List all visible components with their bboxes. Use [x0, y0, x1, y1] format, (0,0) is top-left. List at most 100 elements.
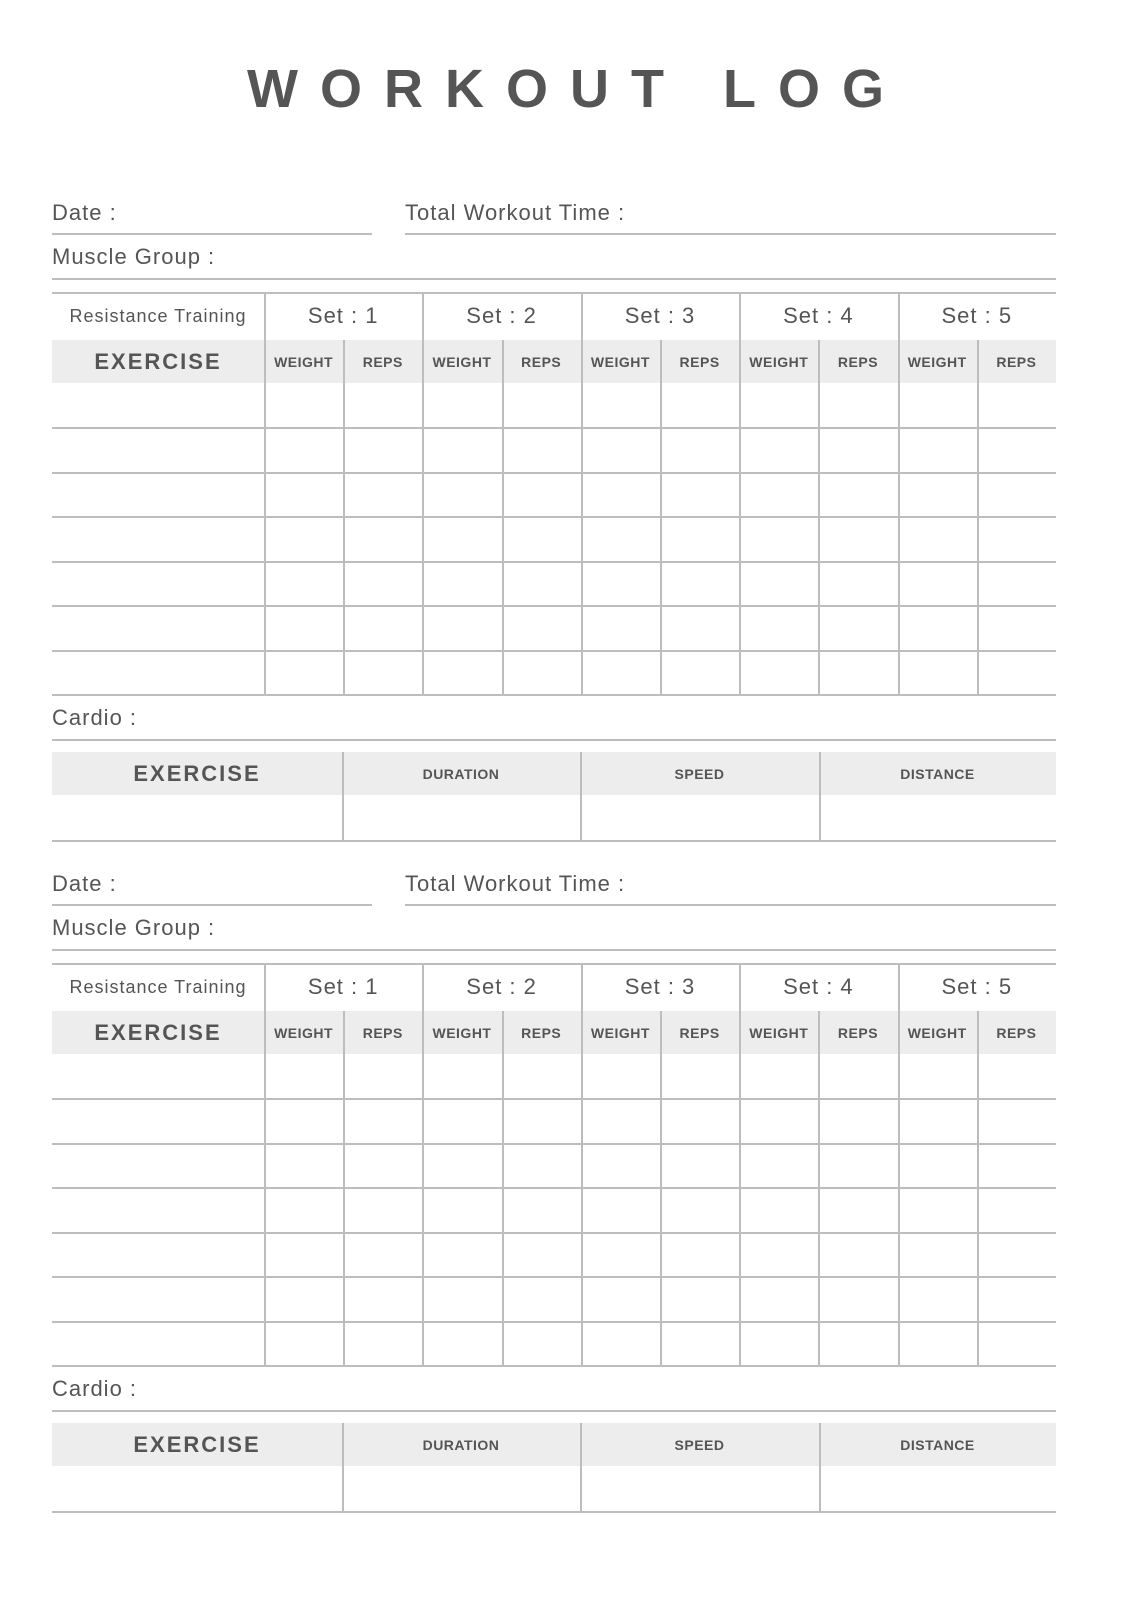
reps-cell[interactable] — [343, 516, 422, 560]
reps-cell[interactable] — [343, 472, 422, 516]
weight-cell[interactable] — [422, 383, 501, 427]
cardio-duration-cell[interactable] — [342, 1466, 580, 1512]
total-workout-time-field[interactable] — [660, 198, 1050, 232]
weight-cell[interactable] — [898, 1143, 977, 1187]
exercise-cell[interactable] — [52, 1143, 264, 1187]
weight-cell[interactable] — [898, 1276, 977, 1320]
weight-cell[interactable] — [581, 605, 660, 649]
weight-cell[interactable] — [264, 1321, 343, 1365]
reps-cell[interactable] — [818, 427, 897, 471]
reps-cell[interactable] — [343, 1143, 422, 1187]
reps-cell[interactable] — [502, 605, 581, 649]
reps-cell[interactable] — [660, 1232, 739, 1276]
reps-cell[interactable] — [502, 472, 581, 516]
reps-cell[interactable] — [502, 1143, 581, 1187]
weight-cell[interactable] — [581, 1054, 660, 1098]
weight-cell[interactable] — [898, 1098, 977, 1142]
reps-cell[interactable] — [660, 472, 739, 516]
weight-cell[interactable] — [264, 383, 343, 427]
weight-cell[interactable] — [264, 1232, 343, 1276]
reps-cell[interactable] — [502, 383, 581, 427]
exercise-cell[interactable] — [52, 1187, 264, 1231]
weight-cell[interactable] — [898, 1232, 977, 1276]
reps-cell[interactable] — [660, 561, 739, 605]
exercise-cell[interactable] — [52, 1054, 264, 1098]
reps-cell[interactable] — [343, 1054, 422, 1098]
weight-cell[interactable] — [264, 427, 343, 471]
reps-cell[interactable] — [502, 1276, 581, 1320]
reps-cell[interactable] — [977, 516, 1056, 560]
date-field[interactable] — [130, 869, 370, 903]
weight-cell[interactable] — [422, 605, 501, 649]
reps-cell[interactable] — [818, 1098, 897, 1142]
weight-cell[interactable] — [739, 1276, 818, 1320]
exercise-cell[interactable] — [52, 472, 264, 516]
weight-cell[interactable] — [264, 1143, 343, 1187]
exercise-cell[interactable] — [52, 1098, 264, 1142]
date-field[interactable] — [130, 198, 370, 232]
weight-cell[interactable] — [581, 1232, 660, 1276]
weight-cell[interactable] — [422, 561, 501, 605]
total-workout-time-field[interactable] — [660, 869, 1050, 903]
reps-cell[interactable] — [660, 1321, 739, 1365]
weight-cell[interactable] — [264, 1098, 343, 1142]
cardio-speed-cell[interactable] — [580, 1466, 819, 1512]
reps-cell[interactable] — [502, 516, 581, 560]
exercise-cell[interactable] — [52, 605, 264, 649]
reps-cell[interactable] — [660, 427, 739, 471]
reps-cell[interactable] — [343, 1321, 422, 1365]
weight-cell[interactable] — [581, 427, 660, 471]
reps-cell[interactable] — [818, 1321, 897, 1365]
weight-cell[interactable] — [422, 1276, 501, 1320]
weight-cell[interactable] — [264, 561, 343, 605]
weight-cell[interactable] — [898, 383, 977, 427]
weight-cell[interactable] — [264, 605, 343, 649]
reps-cell[interactable] — [343, 427, 422, 471]
reps-cell[interactable] — [660, 516, 739, 560]
reps-cell[interactable] — [818, 1232, 897, 1276]
reps-cell[interactable] — [343, 561, 422, 605]
reps-cell[interactable] — [502, 1098, 581, 1142]
weight-cell[interactable] — [264, 516, 343, 560]
reps-cell[interactable] — [977, 605, 1056, 649]
reps-cell[interactable] — [660, 605, 739, 649]
reps-cell[interactable] — [660, 1054, 739, 1098]
exercise-cell[interactable] — [52, 561, 264, 605]
reps-cell[interactable] — [977, 1054, 1056, 1098]
weight-cell[interactable] — [264, 1054, 343, 1098]
weight-cell[interactable] — [739, 561, 818, 605]
weight-cell[interactable] — [739, 1187, 818, 1231]
exercise-cell[interactable] — [52, 1276, 264, 1320]
weight-cell[interactable] — [898, 1187, 977, 1231]
weight-cell[interactable] — [264, 1276, 343, 1320]
weight-cell[interactable] — [422, 1232, 501, 1276]
weight-cell[interactable] — [581, 516, 660, 560]
reps-cell[interactable] — [660, 1276, 739, 1320]
exercise-cell[interactable] — [52, 427, 264, 471]
reps-cell[interactable] — [660, 1143, 739, 1187]
muscle-group-field[interactable] — [240, 913, 1050, 947]
reps-cell[interactable] — [343, 1276, 422, 1320]
weight-cell[interactable] — [422, 1143, 501, 1187]
weight-cell[interactable] — [581, 561, 660, 605]
weight-cell[interactable] — [422, 1054, 501, 1098]
reps-cell[interactable] — [818, 383, 897, 427]
cardio-exercise-cell[interactable] — [52, 1466, 342, 1512]
weight-cell[interactable] — [422, 1321, 501, 1365]
reps-cell[interactable] — [343, 383, 422, 427]
weight-cell[interactable] — [739, 383, 818, 427]
reps-cell[interactable] — [977, 472, 1056, 516]
weight-cell[interactable] — [739, 472, 818, 516]
reps-cell[interactable] — [818, 1187, 897, 1231]
reps-cell[interactable] — [977, 1098, 1056, 1142]
reps-cell[interactable] — [502, 561, 581, 605]
weight-cell[interactable] — [422, 472, 501, 516]
exercise-cell[interactable] — [52, 1321, 264, 1365]
reps-cell[interactable] — [977, 1187, 1056, 1231]
reps-cell[interactable] — [977, 1321, 1056, 1365]
reps-cell[interactable] — [818, 516, 897, 560]
weight-cell[interactable] — [739, 1054, 818, 1098]
weight-cell[interactable] — [739, 1232, 818, 1276]
weight-cell[interactable] — [739, 1098, 818, 1142]
reps-cell[interactable] — [818, 472, 897, 516]
